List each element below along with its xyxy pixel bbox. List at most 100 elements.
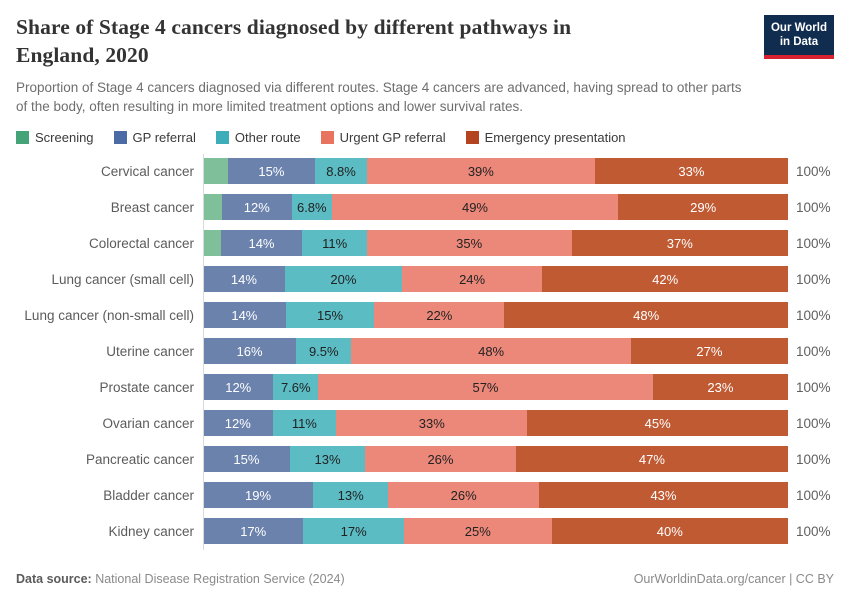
legend-swatch-icon — [465, 131, 479, 144]
bar-segment-other-route[interactable]: 6.8% — [291, 194, 332, 220]
bar-segment-other-route[interactable]: 17% — [303, 518, 404, 544]
chart-row: Cervical cancer 15% 8.8% 39% 33% 100% — [16, 158, 834, 184]
segment-value-label: 15% — [233, 451, 260, 467]
bar-segment-emergency-presentation[interactable]: 33% — [594, 158, 788, 184]
segment-value-label: 6.8% — [296, 199, 327, 215]
category-label: Breast cancer — [110, 199, 194, 215]
bar-segment-other-route[interactable]: 9.5% — [296, 338, 352, 364]
legend-item-urgent-gp-referral[interactable]: Urgent GP referral — [320, 130, 446, 145]
bar-segment-emergency-presentation[interactable]: 40% — [551, 518, 788, 544]
category-label: Pancreatic cancer — [85, 451, 194, 467]
legend-item-emergency-presentation[interactable]: Emergency presentation — [465, 130, 626, 145]
chart-row: Ovarian cancer 12% 11% 33% 45% 100% — [16, 410, 834, 436]
bar-segment-urgent-gp-referral[interactable]: 49% — [331, 194, 619, 220]
bar-segment-gp-referral[interactable]: 16% — [203, 338, 297, 364]
bar-segment-urgent-gp-referral[interactable]: 39% — [366, 158, 595, 184]
bar-segment-other-route[interactable]: 13% — [313, 482, 389, 508]
header: Share of Stage 4 cancers diagnosed by di… — [16, 14, 834, 70]
bar-track: 17% 17% 25% 40% — [203, 518, 788, 544]
bar-segment-gp-referral[interactable]: 14% — [220, 230, 303, 256]
y-axis-line — [203, 154, 204, 550]
bar-segment-emergency-presentation[interactable]: 47% — [515, 446, 788, 472]
chart-row: Kidney cancer 17% 17% 25% 40% 100% — [16, 518, 834, 544]
owid-logo-line2: in Data — [779, 36, 819, 49]
bar-segment-other-route[interactable]: 15% — [285, 302, 375, 328]
bar-segment-urgent-gp-referral[interactable]: 26% — [388, 482, 539, 508]
bar-segment-emergency-presentation[interactable]: 27% — [630, 338, 788, 364]
owid-attribution-link[interactable]: OurWorldinData.org/cancer | CC BY — [633, 572, 834, 586]
category-label: Ovarian cancer — [102, 415, 194, 431]
chart-rows: Cervical cancer 15% 8.8% 39% 33% 100% Breast c… — [16, 158, 834, 544]
legend-swatch-icon — [16, 131, 29, 144]
segment-value-label: 25% — [464, 523, 491, 539]
bar-segment-gp-referral[interactable]: 19% — [203, 482, 314, 508]
segment-value-label: 37% — [666, 235, 693, 251]
row-total-label: 100% — [796, 379, 831, 395]
bar-segment-urgent-gp-referral[interactable]: 35% — [366, 230, 572, 256]
bar-segment-emergency-presentation[interactable]: 48% — [504, 302, 788, 328]
segment-value-label: 14% — [230, 271, 257, 287]
row-total-label: 100% — [796, 307, 831, 323]
legend-item-screening[interactable]: Screening — [16, 130, 94, 145]
segment-value-label: 24% — [459, 271, 486, 287]
category-label: Cervical cancer — [100, 163, 194, 179]
category-label: Kidney cancer — [108, 523, 194, 539]
bar-segment-screening[interactable] — [203, 158, 228, 184]
chart-row: Lung cancer (small cell) 14% 20% 24% 42% 100% — [16, 266, 834, 292]
bar-segment-other-route[interactable]: 20% — [284, 266, 402, 292]
segment-value-label: 47% — [638, 451, 665, 467]
bar-segment-other-route[interactable]: 11% — [302, 230, 367, 256]
bar-segment-other-route[interactable]: 7.6% — [273, 374, 319, 400]
category-label: Prostate cancer — [99, 379, 194, 395]
bar-segment-emergency-presentation[interactable]: 29% — [618, 194, 788, 220]
row-total-label: 100% — [796, 487, 831, 503]
bar-segment-urgent-gp-referral[interactable]: 57% — [318, 374, 653, 400]
bar-segment-urgent-gp-referral[interactable]: 33% — [336, 410, 528, 436]
bar-segment-gp-referral[interactable]: 17% — [203, 518, 304, 544]
bar-track: 14% 15% 22% 48% — [203, 302, 788, 328]
segment-value-label: 15% — [258, 163, 285, 179]
bar-segment-urgent-gp-referral[interactable]: 24% — [401, 266, 543, 292]
bar-segment-gp-referral[interactable]: 15% — [227, 158, 316, 184]
row-total-label: 100% — [796, 199, 831, 215]
segment-value-label: 11% — [322, 235, 348, 251]
bar-segment-screening[interactable] — [203, 230, 221, 256]
bar-segment-urgent-gp-referral[interactable]: 26% — [365, 446, 516, 472]
bar-segment-gp-referral[interactable]: 12% — [221, 194, 292, 220]
segment-value-label: 22% — [426, 307, 453, 323]
bar-segment-other-route[interactable]: 11% — [272, 410, 337, 436]
bar-segment-gp-referral[interactable]: 12% — [203, 410, 273, 436]
bar-segment-emergency-presentation[interactable]: 23% — [652, 374, 788, 400]
bar-segment-gp-referral[interactable]: 14% — [203, 302, 286, 328]
bar-segment-urgent-gp-referral[interactable]: 48% — [351, 338, 631, 364]
bar-segment-emergency-presentation[interactable]: 43% — [538, 482, 788, 508]
bar-segment-gp-referral[interactable]: 12% — [203, 374, 274, 400]
row-total-label: 100% — [796, 271, 831, 287]
bar-segment-urgent-gp-referral[interactable]: 25% — [403, 518, 552, 544]
bar-segment-emergency-presentation[interactable]: 42% — [542, 266, 788, 292]
segment-value-label: 19% — [245, 487, 272, 503]
bar-segment-other-route[interactable]: 8.8% — [315, 158, 367, 184]
segment-value-label: 39% — [467, 163, 494, 179]
bar-segment-urgent-gp-referral[interactable]: 22% — [374, 302, 505, 328]
bar-track: 14% 20% 24% 42% — [203, 266, 788, 292]
bar-segment-gp-referral[interactable]: 15% — [203, 446, 290, 472]
legend-item-gp-referral[interactable]: GP referral — [113, 130, 196, 145]
bar-segment-other-route[interactable]: 13% — [289, 446, 366, 472]
bar-segment-emergency-presentation[interactable]: 45% — [527, 410, 788, 436]
segment-value-label: 48% — [478, 343, 505, 359]
row-total-label: 100% — [796, 163, 831, 179]
chart-row: Lung cancer (non-small cell) 14% 15% 22% 48%… — [16, 302, 834, 328]
bar-segment-screening[interactable] — [203, 194, 222, 220]
row-total-label: 100% — [796, 343, 831, 359]
bar-segment-emergency-presentation[interactable]: 37% — [571, 230, 788, 256]
segment-value-label: 12% — [225, 379, 252, 395]
bar-track: 12% 7.6% 57% 23% — [203, 374, 788, 400]
segment-value-label: 45% — [644, 415, 671, 431]
owid-logo-line1: Our World — [770, 22, 827, 34]
chart-area: Cervical cancer 15% 8.8% 39% 33% 100% Breast c… — [16, 154, 834, 550]
data-source: Data source: National Disease Registrati… — [16, 572, 345, 586]
chart-row: Colorectal cancer 14% 11% 35% 37% 100% — [16, 230, 834, 256]
legend-item-other-route[interactable]: Other route — [215, 130, 301, 145]
bar-segment-gp-referral[interactable]: 14% — [203, 266, 285, 292]
